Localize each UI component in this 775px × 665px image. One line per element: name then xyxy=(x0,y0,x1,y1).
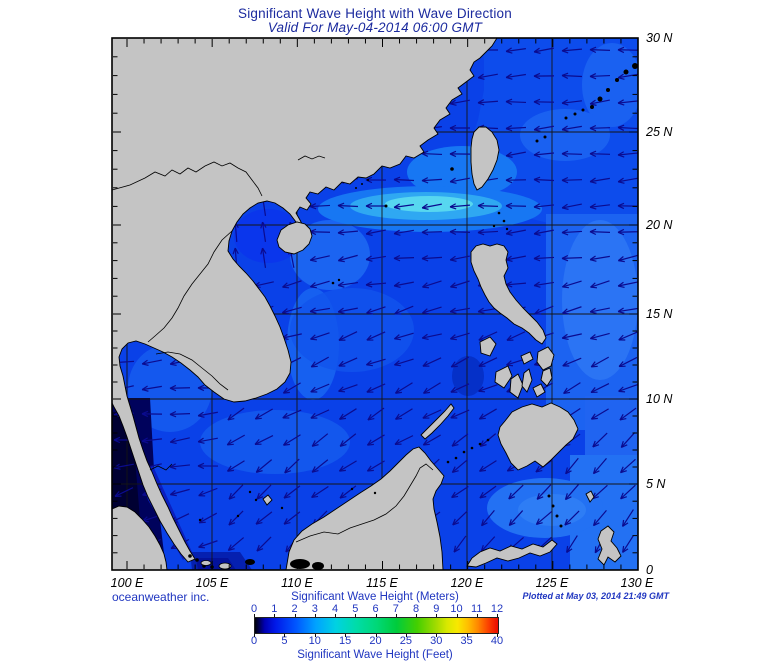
legend-meters-tickmark-10 xyxy=(456,614,458,617)
island-morotai xyxy=(585,490,595,503)
island-palawan xyxy=(420,403,455,440)
island-luzon xyxy=(470,243,547,345)
legend-meters-tick-3: 3 xyxy=(311,603,318,615)
island-natuna xyxy=(262,494,273,506)
legend-meters-tick-0: 0 xyxy=(250,603,258,615)
legend-feet-tickmark-2 xyxy=(314,634,316,637)
legend-feet-tickmark-3 xyxy=(345,634,347,637)
legend-meters-tick-7: 7 xyxy=(392,603,399,615)
legend-feet-tick-6: 30 xyxy=(430,635,443,647)
legend-meters-tickmark-4 xyxy=(335,614,336,617)
plotted-timestamp: Plotted at May 03, 2014 21:49 GMT xyxy=(522,591,669,601)
legend-feet-tick-4: 20 xyxy=(369,635,382,647)
legend-meters-tickmark-3 xyxy=(314,614,316,617)
island-bohol xyxy=(532,383,546,398)
legend-feet-tickmark-1 xyxy=(284,634,286,637)
legend-feet-tickmark-0 xyxy=(254,634,255,637)
legend-meters-tick-5: 5 xyxy=(352,603,359,615)
island-hainan xyxy=(276,221,313,255)
legend-meters-tickmark-1 xyxy=(274,614,276,617)
legend-meters-tickmark-7 xyxy=(395,614,397,617)
island-mindoro xyxy=(479,336,497,357)
lat-label-4: 20 N xyxy=(646,218,673,232)
landmass-china-indochina xyxy=(112,38,498,563)
legend-feet-tick-8: 40 xyxy=(490,635,504,647)
legend-feet-tick-7: 35 xyxy=(460,635,473,647)
lat-label-5: 25 N xyxy=(646,125,673,139)
legend-title-feet: Significant Wave Height (Feet) xyxy=(297,649,453,661)
legend-feet-tick-0: 0 xyxy=(250,635,258,647)
legend-meters-tick-8: 8 xyxy=(412,603,420,615)
page-subtitle: Valid For May-04-2014 06:00 GMT xyxy=(267,20,483,35)
legend-colorbar xyxy=(254,617,499,634)
legend-feet-tickmark-7 xyxy=(466,634,468,637)
lon-label-3: 115 E xyxy=(366,576,398,590)
country-borders xyxy=(112,155,434,543)
small-islands xyxy=(188,63,638,570)
island-panay xyxy=(494,365,513,389)
legend-feet-tick-1: 5 xyxy=(281,635,288,647)
legend-meters-tick-10: 10 xyxy=(450,603,463,615)
legend-meters-tickmark-2 xyxy=(294,614,296,617)
island-borneo xyxy=(285,446,445,570)
lon-label-1: 105 E xyxy=(195,576,229,590)
land-layer xyxy=(112,38,622,570)
map-frame xyxy=(111,37,639,571)
island-sulawesi xyxy=(466,539,558,568)
legend-meters-tickmark-6 xyxy=(375,614,377,617)
legend-meters-tickmark-5 xyxy=(355,614,357,617)
legend-meters-tickmark-12 xyxy=(497,614,498,617)
legend-meters-tick-1: 1 xyxy=(271,603,278,615)
lon-label-5: 125 E xyxy=(535,576,569,590)
legend-meters-tickmark-11 xyxy=(476,614,478,617)
lat-label-3: 15 N xyxy=(646,307,673,321)
lat-label-0: 0 xyxy=(646,563,653,577)
legend-feet-tickmark-8 xyxy=(497,634,498,637)
legend-meters-tickmark-9 xyxy=(436,614,438,617)
legend-title-meters: Significant Wave Height (Meters) xyxy=(291,591,459,603)
legend-feet-tick-5: 25 xyxy=(399,635,412,647)
legend-meters-tick-6: 6 xyxy=(372,603,379,615)
island-taiwan xyxy=(470,126,500,191)
legend-meters-tick-11: 11 xyxy=(471,603,483,615)
lat-label-6: 30 N xyxy=(646,31,673,45)
lon-label-4: 120 E xyxy=(450,576,484,590)
page-title: Significant Wave Height with Wave Direct… xyxy=(238,6,512,21)
island-samar xyxy=(536,346,555,371)
legend-meters-tickmark-0 xyxy=(254,614,255,617)
island-negros xyxy=(509,373,524,399)
legend-feet-tick-3: 15 xyxy=(339,635,352,647)
credit-text: oceanweather inc. xyxy=(112,590,210,604)
legend-meters-tick-9: 9 xyxy=(433,603,440,615)
legend-meters-tickmark-8 xyxy=(416,614,417,617)
island-mindanao xyxy=(497,402,579,471)
island-cebu xyxy=(521,368,533,393)
island-sumatra xyxy=(112,505,168,570)
axis-ticks xyxy=(113,39,637,569)
legend-feet-tickmark-5 xyxy=(405,634,407,637)
lon-label-6: 130 E xyxy=(620,576,654,590)
legend-feet-tickmark-6 xyxy=(436,634,438,637)
legend-meters-tick-2: 2 xyxy=(291,603,298,615)
lon-label-2: 110 E xyxy=(281,576,313,590)
lat-label-1: 5 N xyxy=(646,477,666,491)
lon-label-0: 100 E xyxy=(110,576,144,590)
island-halmahera xyxy=(597,525,622,566)
lat-label-2: 10 N xyxy=(646,392,673,406)
legend-feet-tick-2: 10 xyxy=(308,635,321,647)
legend-meters-tick-12: 12 xyxy=(490,603,504,615)
island-leyte xyxy=(540,367,553,387)
island-masbate xyxy=(520,351,534,365)
legend-feet-tickmark-4 xyxy=(375,634,377,637)
legend-meters-tick-4: 4 xyxy=(331,603,339,615)
